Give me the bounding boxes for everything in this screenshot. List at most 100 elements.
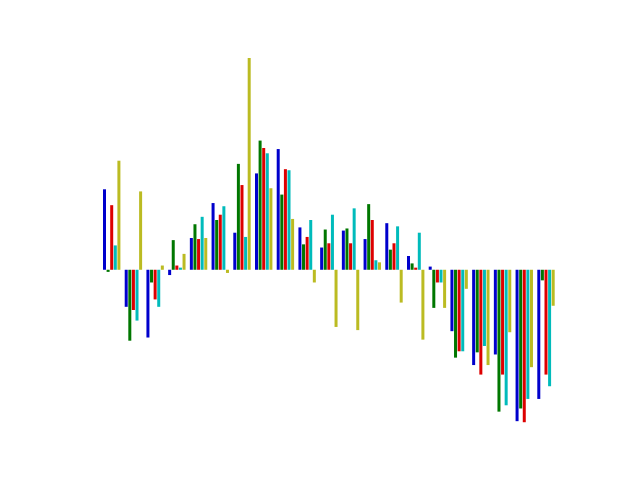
bar-16-series-4 [439,269,443,283]
bar-14-series-2 [388,249,392,270]
bar-10-series-4 [309,220,313,270]
bar-8-series-2 [258,140,262,270]
bar-15-series-5 [421,269,425,340]
bar-17-series-1 [450,269,454,332]
bar-1-series-2 [106,269,110,272]
bar-15-series-1 [407,256,410,270]
bar-19-series-1 [493,269,497,355]
bar-17-series-4 [461,269,465,352]
bar-group [103,58,555,423]
bar-9-series-5 [291,218,295,270]
bar-3-series-2 [150,269,154,283]
bar-11-series-3 [327,243,331,270]
bar-7-series-4 [244,236,248,270]
bar-13-series-2 [367,204,371,270]
bar-16-series-2 [432,269,436,308]
bar-11-series-5 [334,269,338,327]
bar-18-series-4 [482,269,486,346]
bar-16-series-1 [428,266,432,270]
bar-13-series-1 [363,239,367,270]
bar-11-series-2 [323,229,327,270]
bar-12-series-2 [345,228,349,270]
bar-7-series-2 [236,163,240,270]
bar-2-series-3 [131,269,135,310]
bar-20-series-3 [522,269,526,423]
bar-8-series-5 [269,188,273,270]
bar-4-series-4 [178,267,182,270]
bar-10-series-3 [305,236,309,270]
bar-21-series-5 [551,269,555,306]
bar-3-series-1 [146,269,150,338]
bar-6-series-3 [218,214,222,270]
bar-10-series-1 [298,227,302,270]
bar-15-series-2 [410,263,414,270]
bar-4-series-1 [168,269,172,276]
bar-11-series-1 [320,247,324,270]
bar-14-series-1 [385,223,389,270]
bar-12-series-5 [356,269,360,331]
bar-2-series-2 [128,269,132,341]
bar-2-series-5 [139,191,143,270]
bar-6-series-4 [222,206,226,270]
bar-3-series-5 [160,265,164,270]
bar-7-series-3 [240,185,244,270]
bar-11-series-4 [330,214,334,270]
bar-18-series-5 [486,269,490,366]
bar-12-series-3 [349,243,353,270]
bar-13-series-3 [370,220,374,270]
bar-6-series-1 [211,203,215,270]
bar-21-series-2 [540,269,544,281]
bar-1-series-4 [113,245,117,270]
bar-12-series-1 [341,230,345,270]
bar-20-series-5 [529,269,533,368]
bar-18-series-2 [475,269,479,353]
bar-19-series-4 [504,269,508,406]
bar-2-series-1 [124,269,128,307]
bar-1-series-5 [117,160,121,270]
bar-21-series-4 [548,269,552,387]
bar-1-series-1 [103,189,106,270]
bar-1-series-3 [110,205,114,270]
bar-8-series-4 [265,153,269,270]
bar-5-series-2 [193,224,197,270]
bar-4-series-5 [182,253,186,270]
bar-9-series-3 [283,169,287,270]
bar-2-series-4 [135,269,139,321]
bar-20-series-1 [515,269,519,422]
bar-5-series-4 [200,216,204,270]
bar-18-series-1 [472,269,476,366]
bar-16-series-5 [443,269,447,308]
bar-5-series-1 [189,238,193,270]
bar-3-series-3 [153,269,157,300]
bar-4-series-3 [175,265,179,270]
bar-17-series-2 [454,269,458,358]
bar-13-series-5 [377,262,381,270]
bar-5-series-3 [197,239,201,270]
bar-21-series-1 [537,269,541,399]
bar-8-series-1 [255,173,258,270]
bar-4-series-2 [171,240,175,270]
bar-9-series-4 [287,170,291,270]
bar-3-series-4 [157,269,161,307]
bar-9-series-2 [280,194,284,270]
bar-12-series-4 [352,208,356,270]
bar-14-series-3 [392,243,396,270]
bar-20-series-2 [519,269,523,409]
bar-20-series-4 [526,269,530,399]
bar-13-series-4 [374,260,378,270]
bar-19-series-5 [508,269,512,333]
bar-17-series-5 [464,269,468,289]
bar-14-series-5 [399,269,403,303]
bar-7-series-1 [233,232,237,270]
bar-10-series-2 [302,244,306,270]
bar-7-series-5 [247,58,251,270]
bar-8-series-3 [262,148,266,270]
bar-17-series-3 [457,269,461,352]
bar-19-series-2 [497,269,501,412]
bar-6-series-5 [225,269,229,273]
bar-21-series-3 [544,269,548,375]
bar-15-series-3 [414,267,418,270]
bar-5-series-5 [204,238,208,270]
bar-18-series-3 [479,269,483,375]
